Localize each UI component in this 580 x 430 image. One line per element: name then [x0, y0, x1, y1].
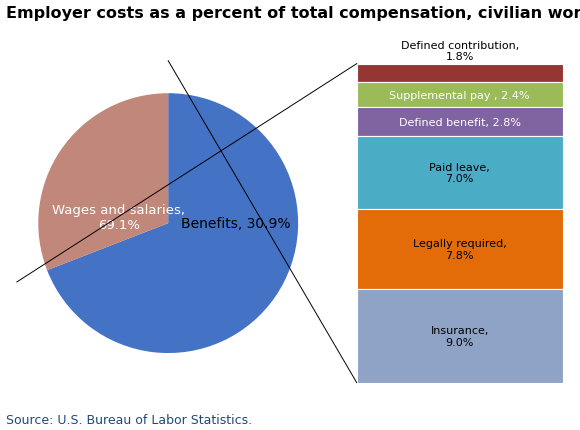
Bar [357, 137, 563, 209]
Text: Defined benefit, 2.8%: Defined benefit, 2.8% [398, 117, 521, 127]
Wedge shape [38, 94, 168, 270]
Text: Insurance,
9.0%: Insurance, 9.0% [430, 326, 489, 347]
Text: Wages and salaries,
69.1%: Wages and salaries, 69.1% [52, 203, 186, 231]
Text: Legally required,
7.8%: Legally required, 7.8% [413, 239, 506, 260]
Wedge shape [47, 94, 298, 353]
Text: Supplemental pay , 2.4%: Supplemental pay , 2.4% [389, 90, 530, 101]
Text: Employer costs as a percent of total compensation, civilian workers, September 2: Employer costs as a percent of total com… [6, 6, 580, 22]
Bar [357, 83, 563, 108]
Text: Benefits, 30.9%: Benefits, 30.9% [181, 217, 291, 230]
Text: Source: U.S. Bureau of Labor Statistics.: Source: U.S. Bureau of Labor Statistics. [6, 413, 252, 426]
Bar [357, 290, 563, 383]
Bar [357, 64, 563, 83]
Text: Defined contribution,
1.8%: Defined contribution, 1.8% [401, 41, 519, 62]
Bar [357, 209, 563, 290]
Bar [357, 108, 563, 137]
Text: Paid leave,
7.0%: Paid leave, 7.0% [429, 162, 490, 184]
